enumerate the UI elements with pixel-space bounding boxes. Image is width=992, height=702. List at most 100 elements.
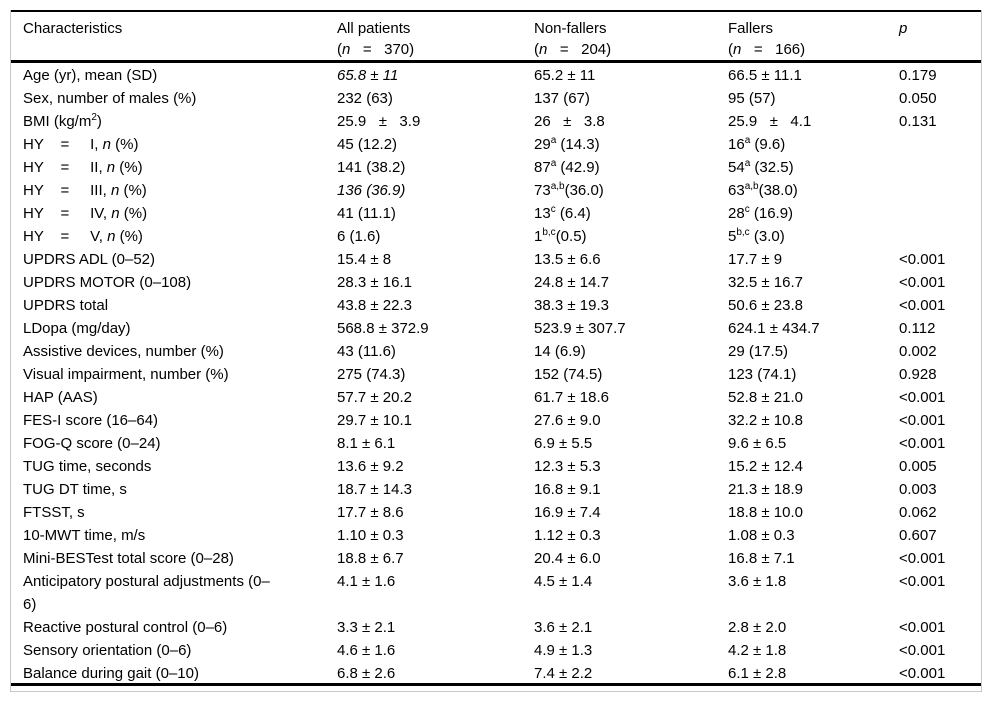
table-row: Assistive devices, number (%) 43 (11.6) 14… [11,340,981,363]
table-body: Age (yr), mean (SD) 65.8 ± 11 65.2 ± 11 66.… [11,63,981,685]
value-cell: 1.10 ± 0.3 [337,527,404,544]
value-cell: 26 ± 3.8 [534,113,605,130]
column-header-p: p [899,18,973,60]
row-label-cell: 10-MWT time, m/s [23,527,146,544]
value-cell: 95 (57) [728,90,776,107]
row-label-cell: Visual impairment, number (%) [23,366,229,383]
value-cell: 18.7 ± 14.3 [337,481,412,498]
row-label-cell: BMI (kg/m2) [23,112,102,131]
value-cell: 38.3 ± 19.3 [534,297,609,314]
table-row: UPDRS ADL (0–52) 15.4 ± 8 13.5 ± 6.6 17.7 ±… [11,248,981,271]
column-header-fallers: Fallers (n = 166) [728,18,899,60]
table-row: Sex, number of males (%) 232 (63) 137 (67)… [11,87,981,110]
value-cell: 13.6 ± 9.2 [337,458,404,475]
value-cell: 137 (67) [534,90,590,107]
p-value-cell: <0.001 [899,573,946,590]
row-label-cell: Sex, number of males (%) [23,90,197,107]
value-cell: 136 (36.9) [337,182,406,199]
column-header-characteristics: Characteristics [23,18,337,60]
value-cell: 141 (38.2) [337,159,406,176]
column-header-all-patients-line1: All patients [337,20,411,37]
value-cell: 152 (74.5) [534,366,603,383]
p-value-cell: <0.001 [899,619,946,636]
value-cell: 15.2 ± 12.4 [728,458,803,475]
table-row: FOG-Q score (0–24) 8.1 ± 6.1 6.9 ± 5.5 9.6 … [11,432,981,455]
value-cell: 1.08 ± 0.3 [728,527,795,544]
p-value-cell [899,133,973,156]
row-label-cell: Sensory orientation (0–6) [23,642,192,659]
p-value-cell: 0.607 [899,527,937,544]
value-cell: 65.2 ± 11 [534,67,596,84]
row-label-cell: Anticipatory postural adjustments (0– 6) [23,573,270,613]
table-row: 10-MWT time, m/s 1.10 ± 0.3 1.12 ± 0.3 1.08… [11,524,981,547]
table-row: BMI (kg/m2) 25.9 ± 3.9 26 ± 3.8 25.9 ± 4.1 0… [11,110,981,133]
p-value-cell: 0.928 [899,366,937,383]
p-value-cell: <0.001 [899,389,946,406]
value-cell: 32.5 ± 16.7 [728,274,803,291]
p-value-cell: 0.131 [899,113,937,130]
column-header-all-patients-line2: (n = 370) [337,41,415,58]
value-cell: 4.2 ± 1.8 [728,642,787,659]
column-header-characteristics-line1: Characteristics [23,20,123,37]
row-label-cell: HY = III, n (%) [23,182,147,199]
value-cell: 17.7 ± 8.6 [337,504,404,521]
table-row: FES-I score (16–64) 29.7 ± 10.1 27.6 ± 9.0… [11,409,981,432]
value-cell: 275 (74.3) [337,366,406,383]
patient-characteristics-table: Characteristics All patients (n = 370) Non-… [10,10,982,692]
column-header-non-fallers-line1: Non-fallers [534,20,607,37]
table-row: UPDRS MOTOR (0–108) 28.3 ± 16.1 24.8 ± 14.… [11,271,981,294]
value-cell: 16a (9.6) [728,135,786,154]
value-cell: 2.8 ± 2.0 [728,619,787,636]
value-cell: 7.4 ± 2.2 [534,665,593,682]
row-label-cell: UPDRS MOTOR (0–108) [23,274,192,291]
p-value-cell: <0.001 [899,550,946,567]
table-row: HY = V, n (%) 6 (1.6) 1b,c(0.5) 5b,c (3.0) [11,225,981,248]
table-row: FTSST, s 17.7 ± 8.6 16.9 ± 7.4 18.8 ± 10.0 0… [11,501,981,524]
value-cell: 13c (6.4) [534,204,591,223]
value-cell: 43.8 ± 22.3 [337,297,412,314]
value-cell: 52.8 ± 21.0 [728,389,803,406]
value-cell: 5b,c (3.0) [728,227,785,246]
value-cell: 123 (74.1) [728,366,797,383]
value-cell: 4.9 ± 1.3 [534,642,593,659]
p-value-cell [899,156,973,179]
value-cell: 29a (14.3) [534,135,600,154]
column-header-fallers-line2: (n = 166) [728,41,806,58]
table-row: LDopa (mg/day) 568.8 ± 372.9 523.9 ± 307.7… [11,317,981,340]
row-label-cell: HY = II, n (%) [23,159,143,176]
column-header-non-fallers: Non-fallers (n = 204) [534,18,728,60]
value-cell: 1.12 ± 0.3 [534,527,601,544]
p-value-cell: 0.005 [899,458,937,475]
p-value-cell: 0.179 [899,67,937,84]
table-row: Balance during gait (0–10) 6.8 ± 2.6 7.4 ±… [11,662,981,685]
value-cell: 17.7 ± 9 [728,251,783,268]
value-cell: 9.6 ± 6.5 [728,435,787,452]
row-label-cell: Age (yr), mean (SD) [23,67,158,84]
row-label-cell: FES-I score (16–64) [23,412,159,429]
value-cell: 24.8 ± 14.7 [534,274,609,291]
p-value-cell: <0.001 [899,297,946,314]
row-label-cell: HY = IV, n (%) [23,205,148,222]
value-cell: 4.1 ± 1.6 [337,573,396,590]
value-cell: 12.3 ± 5.3 [534,458,601,475]
value-cell: 1b,c(0.5) [534,227,587,246]
p-value-cell: <0.001 [899,412,946,429]
value-cell: 624.1 ± 434.7 [728,320,820,337]
row-label-cell: HAP (AAS) [23,389,98,406]
value-cell: 45 (12.2) [337,136,398,153]
value-cell: 14 (6.9) [534,343,586,360]
value-cell: 32.2 ± 10.8 [728,412,803,429]
value-cell: 3.3 ± 2.1 [337,619,396,636]
row-label-cell: Assistive devices, number (%) [23,343,224,360]
p-value-cell: 0.112 [899,320,936,337]
value-cell: 232 (63) [337,90,393,107]
value-cell: 29 (17.5) [728,343,789,360]
p-value-cell: <0.001 [899,274,946,291]
row-label-cell: Reactive postural control (0–6) [23,619,228,636]
value-cell: 25.9 ± 3.9 [337,113,421,130]
p-value-cell: <0.001 [899,642,946,659]
value-cell: 28c (16.9) [728,204,794,223]
p-value-cell: 0.050 [899,90,937,107]
row-label-cell: Mini-BESTest total score (0–28) [23,550,234,567]
value-cell: 50.6 ± 23.8 [728,297,803,314]
